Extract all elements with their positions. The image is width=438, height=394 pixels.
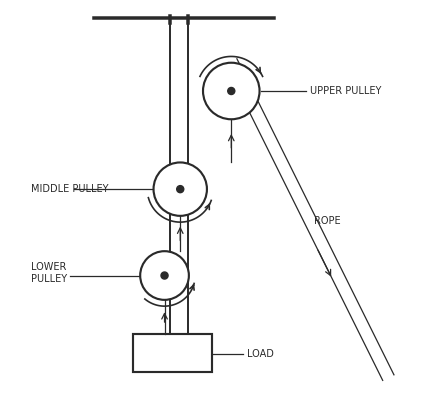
Circle shape [140,251,188,300]
Text: LOWER: LOWER [31,262,66,272]
Text: LOAD: LOAD [247,349,273,359]
Text: ROPE: ROPE [313,216,339,225]
Circle shape [177,186,184,193]
Text: PULLEY: PULLEY [31,275,67,284]
Circle shape [153,162,206,216]
Text: UPPER PULLEY: UPPER PULLEY [309,86,380,96]
Circle shape [161,272,168,279]
Bar [133,335,211,372]
Text: MIDDLE PULLEY: MIDDLE PULLEY [31,184,108,194]
Circle shape [227,87,234,95]
Circle shape [202,63,259,119]
